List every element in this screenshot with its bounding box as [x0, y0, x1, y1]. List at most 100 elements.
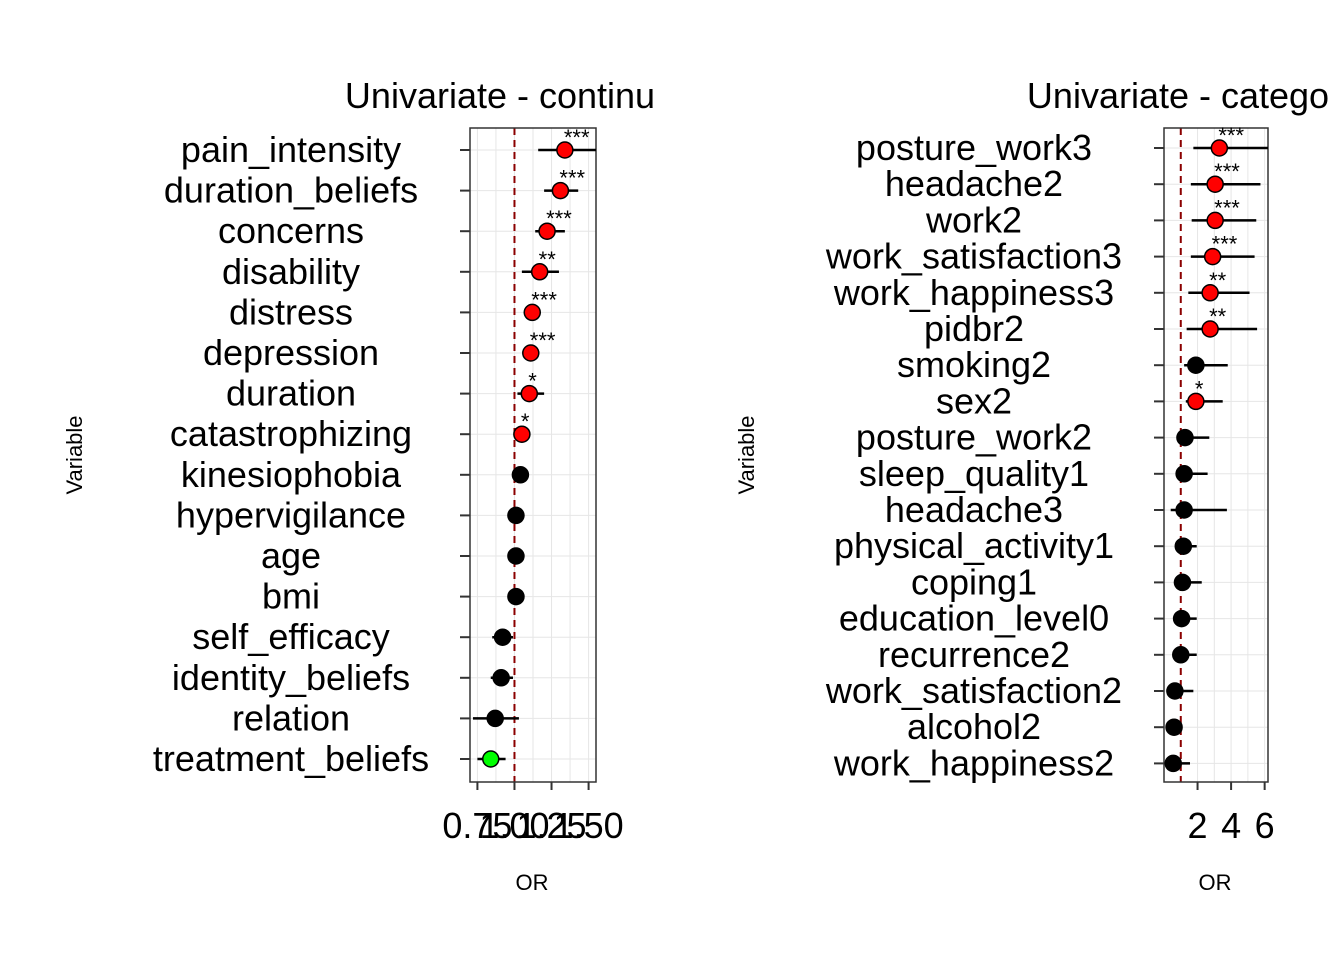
- y-tick-label: physical_activity1: [834, 525, 1114, 566]
- y-tick-label: duration_beliefs: [164, 170, 418, 211]
- y-tick-label: work_satisfaction2: [825, 670, 1122, 711]
- y-tick-label: headache3: [885, 489, 1063, 530]
- odds-ratio-point: [523, 303, 542, 322]
- x-axis-label: OR: [1199, 870, 1232, 895]
- odds-ratio-point: [530, 263, 549, 281]
- y-tick-label: posture_work2: [856, 417, 1092, 458]
- y-tick-label: self_efficacy: [192, 616, 389, 657]
- x-tick-label: 4: [1221, 805, 1241, 846]
- y-tick-label: work_happiness2: [833, 742, 1114, 783]
- odds-ratio-point: [556, 141, 574, 159]
- y-tick-label: hypervigilance: [176, 494, 406, 535]
- y-axis-label: Variable: [62, 415, 87, 494]
- significance-label: ***: [1214, 159, 1240, 184]
- odds-ratio-point: [1187, 356, 1205, 374]
- odds-ratio-point: [1206, 175, 1224, 193]
- odds-ratio-point: [507, 587, 525, 606]
- odds-ratio-point: [492, 669, 510, 687]
- y-tick-label: depression: [203, 332, 379, 373]
- significance-label: ***: [546, 206, 572, 231]
- odds-ratio-point: [493, 628, 512, 646]
- y-tick-label: treatment_beliefs: [153, 738, 429, 779]
- plot-frame: [1163, 127, 1269, 783]
- odds-ratio-point: [1174, 537, 1193, 555]
- y-tick-label: relation: [232, 697, 350, 738]
- odds-ratio-point: [538, 222, 556, 240]
- x-tick-label: 2: [1188, 805, 1208, 846]
- odds-ratio-point: [1175, 465, 1193, 483]
- significance-label: ***: [530, 328, 556, 353]
- plot-frame: [469, 127, 597, 783]
- y-tick-label: pidbr2: [924, 308, 1024, 349]
- significance-label: **: [539, 247, 557, 272]
- odds-ratio-point: [1187, 392, 1205, 411]
- significance-label: *: [521, 409, 530, 434]
- x-tick-label: 1.00: [479, 805, 549, 846]
- odds-ratio-point: [1206, 211, 1224, 230]
- y-tick-label: sleep_quality1: [859, 453, 1089, 494]
- y-tick-label: age: [261, 535, 321, 576]
- significance-label: ***: [564, 125, 590, 150]
- odds-ratio-point: [1203, 247, 1222, 266]
- categorical-forest-panel: Univariate - catego OR Variable 2 4 6 postu…: [734, 75, 1329, 895]
- y-tick-label: catastrophizing: [170, 413, 412, 454]
- odds-ratio-point: [1201, 320, 1219, 338]
- odds-ratio-point: [522, 344, 540, 362]
- chart-title: Univariate - continu: [345, 75, 655, 116]
- y-tick-label: identity_beliefs: [172, 657, 410, 698]
- odds-ratio-point: [1172, 646, 1190, 664]
- odds-ratio-point: [1175, 501, 1193, 519]
- y-tick-label: work_happiness3: [833, 272, 1114, 313]
- y-tick-label: disability: [222, 251, 360, 292]
- significance-label: **: [1209, 268, 1227, 293]
- odds-ratio-point: [1210, 139, 1229, 157]
- significance-label: ***: [531, 287, 557, 312]
- significance-label: ***: [1214, 195, 1240, 220]
- odds-ratio-point: [1201, 284, 1219, 302]
- odds-ratio-point: [507, 506, 525, 525]
- y-tick-label: headache2: [885, 163, 1063, 204]
- x-tick-label: 1.25: [516, 805, 586, 846]
- chart-title: Univariate - catego: [1027, 75, 1329, 116]
- odds-ratio-point: [520, 384, 539, 403]
- odds-ratio-point: [1172, 609, 1191, 628]
- y-tick-label: pain_intensity: [181, 129, 401, 170]
- y-tick-label: posture_work3: [856, 127, 1092, 168]
- y-tick-label: work_satisfaction3: [825, 236, 1122, 277]
- x-axis-label: OR: [516, 870, 549, 895]
- y-tick-label: work2: [925, 199, 1022, 240]
- odds-ratio-point: [513, 425, 531, 443]
- y-tick-label: smoking2: [897, 344, 1051, 385]
- odds-ratio-point: [482, 750, 500, 768]
- odds-ratio-point: [1176, 428, 1194, 447]
- x-tick-label: 6: [1255, 805, 1275, 846]
- odds-ratio-point: [486, 709, 504, 728]
- continuous-forest-panel: Univariate - continu OR Variable 0.751.0…: [62, 75, 655, 895]
- odds-ratio-point: [507, 547, 525, 565]
- odds-ratio-point: [1164, 754, 1182, 773]
- y-tick-label: alcohol2: [907, 706, 1041, 747]
- significance-label: ***: [1218, 123, 1244, 148]
- y-tick-label: coping1: [911, 561, 1037, 602]
- y-tick-label: sex2: [936, 380, 1012, 421]
- odds-ratio-point: [1165, 718, 1183, 736]
- y-tick-label: distress: [229, 291, 353, 332]
- x-tick-label: 1.50: [554, 805, 624, 846]
- y-tick-label: concerns: [218, 210, 364, 251]
- significance-label: *: [1195, 376, 1204, 401]
- significance-label: *: [528, 369, 537, 394]
- significance-label: ***: [1212, 232, 1238, 257]
- odds-ratio-point: [1166, 682, 1184, 700]
- significance-label: ***: [559, 166, 585, 191]
- y-tick-label: education_level0: [839, 598, 1109, 639]
- x-tick-label: 0.75: [442, 805, 512, 846]
- odds-ratio-point: [1173, 573, 1192, 592]
- odds-ratio-point: [551, 181, 570, 200]
- y-tick-label: kinesiophobia: [181, 454, 402, 495]
- y-tick-label: bmi: [262, 576, 320, 617]
- y-axis-label: Variable: [734, 415, 759, 494]
- odds-ratio-point: [511, 466, 530, 484]
- y-tick-label: duration: [226, 373, 356, 414]
- y-tick-label: recurrence2: [878, 634, 1070, 675]
